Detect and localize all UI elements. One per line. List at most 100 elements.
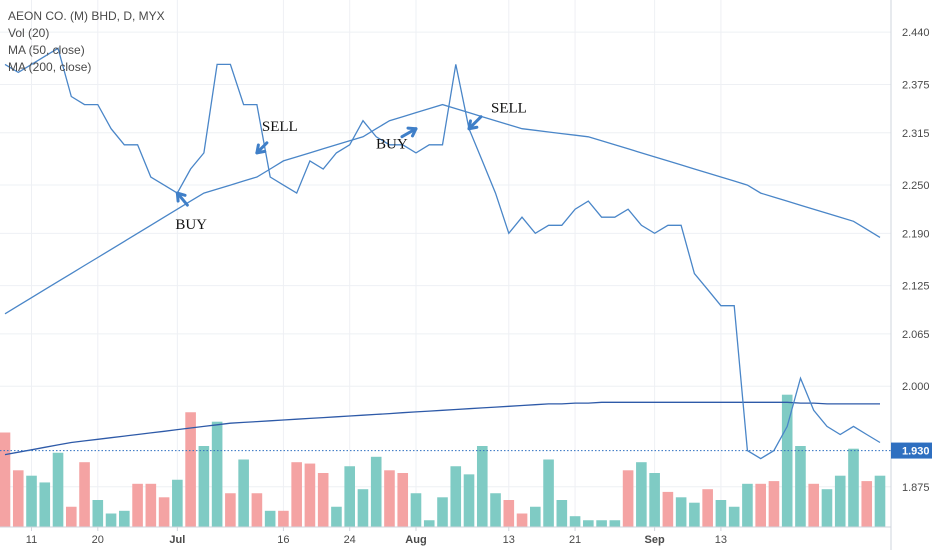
volume-bar	[543, 459, 554, 527]
volume-bar	[92, 500, 104, 527]
volume-bar	[755, 483, 766, 527]
time-tick-label: Sep	[645, 534, 665, 546]
legend-vol: Vol (20)	[8, 26, 49, 40]
ma50-line	[4, 103, 881, 315]
annotation-arrow-head	[406, 126, 418, 138]
volume-bar	[26, 475, 37, 527]
volume-bar	[583, 520, 594, 527]
time-tick-label: 16	[277, 534, 289, 546]
volume-bar	[251, 493, 263, 527]
chart-title: AEON CO. (M) BHD, D, MYX	[8, 9, 165, 23]
volume-bar	[649, 473, 660, 527]
time-tick-label: 24	[344, 534, 356, 546]
volume-bar	[834, 475, 846, 527]
volume-bar	[331, 506, 342, 527]
price-tick-label: 2.440	[902, 27, 930, 39]
current-price-tag-label: 1.930	[902, 446, 930, 458]
legend-ma200: MA (200, close)	[8, 60, 91, 74]
volume-bar	[662, 491, 674, 527]
price-tick-label: 2.190	[902, 228, 930, 240]
annotation-label: SELL	[491, 101, 527, 117]
volume-bar	[357, 489, 369, 527]
volume-bar	[52, 452, 64, 527]
series-lines	[0, 47, 891, 460]
volume-bar	[264, 510, 276, 527]
volume-bar	[397, 473, 409, 527]
volume-bar	[105, 513, 117, 527]
trade-annotations: BUY SELL BUY SELL	[175, 101, 527, 233]
volume-bar	[636, 462, 647, 527]
annotation-label: BUY	[175, 217, 207, 233]
time-tick-label: 13	[503, 534, 515, 546]
volume-bar	[742, 483, 753, 527]
legend: AEON CO. (M) BHD, D, MYX Vol (20) MA (50…	[8, 9, 165, 74]
price-line	[4, 47, 881, 460]
annotation-label: SELL	[262, 119, 298, 135]
time-tick-label: 20	[92, 534, 104, 546]
time-tick-label: 21	[569, 534, 581, 546]
volume-bar	[702, 489, 713, 527]
time-tick-label: Jul	[169, 534, 185, 546]
volume-bar	[675, 497, 687, 527]
volume-bar	[795, 446, 806, 527]
volume-bar	[689, 502, 700, 527]
time-tick-label: 13	[715, 534, 727, 546]
volume-bar	[821, 489, 833, 527]
volume-bar	[225, 493, 236, 527]
volume-bar	[423, 520, 435, 527]
volume-bar	[119, 510, 130, 527]
volume-bar	[556, 500, 568, 527]
annotation-arrow-shaft	[400, 127, 418, 139]
volume-bar	[848, 448, 859, 527]
volume-bar	[503, 500, 515, 527]
annotation-arrow-head	[175, 191, 187, 203]
time-tick-label: 11	[26, 534, 37, 546]
volume-bar	[317, 473, 329, 527]
volume-bar	[79, 462, 90, 527]
volume-bar	[238, 459, 249, 527]
volume-bar	[39, 482, 51, 527]
volume-bar	[874, 475, 886, 527]
price-tick-label: 2.065	[902, 329, 930, 341]
volume-bar	[291, 462, 302, 527]
volume-bar	[370, 456, 382, 527]
volume-bar	[808, 483, 820, 527]
volume-bar	[0, 432, 11, 527]
volume-bar	[609, 520, 621, 527]
volume-bar	[781, 394, 793, 527]
volume-bar	[304, 463, 316, 527]
volume-bar	[530, 506, 541, 527]
volume-bar	[490, 493, 501, 527]
volume-bar	[65, 506, 77, 527]
volume-bar	[596, 520, 607, 527]
price-tick-label: 2.375	[902, 79, 930, 91]
volume-bar	[728, 506, 740, 527]
price-axis[interactable]: 2.440 2.375 2.315 2.250 2.190 2.125 2.065 2.000…	[890, 0, 932, 550]
volume-bars	[0, 394, 886, 527]
volume-bar	[384, 470, 395, 527]
volume-bar	[145, 483, 157, 527]
annotation-arrow-shaft	[467, 115, 483, 131]
volume-bar	[437, 497, 448, 527]
volume-bar	[172, 479, 183, 527]
volume-bar	[410, 493, 422, 527]
volume-bar	[12, 470, 24, 527]
volume-bar	[516, 513, 528, 527]
volume-bar	[158, 497, 170, 527]
ma200-line	[4, 401, 880, 456]
price-tick-label: 2.315	[902, 128, 930, 140]
price-tick-label: 2.125	[902, 281, 930, 293]
volume-bar	[768, 481, 780, 527]
volume-bar	[185, 412, 196, 527]
volume-bar	[132, 483, 143, 527]
legend-ma50: MA (50, close)	[8, 43, 85, 57]
volume-bar	[344, 466, 355, 527]
time-axis[interactable]: 11 20 Jul 16 24 Aug 13 21 Sep 13	[0, 526, 891, 546]
volume-bar	[715, 500, 727, 527]
annotation-arrow-head	[467, 119, 479, 131]
volume-bar	[476, 446, 488, 527]
volume-bar	[622, 470, 634, 527]
annotation-arrow-head	[255, 143, 267, 155]
